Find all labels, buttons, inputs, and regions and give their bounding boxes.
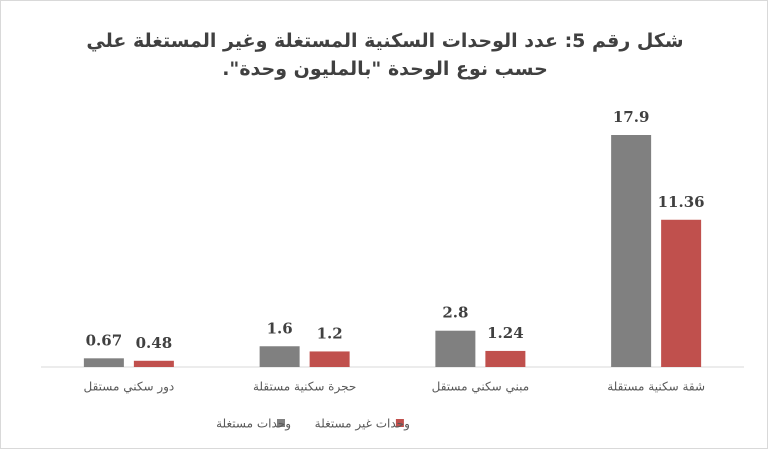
x-tick-label: حجرة سكنية مستقلة [253,380,356,395]
chart-title: شكل رقم 5: عدد الوحدات السكنية المستغلة … [86,30,684,80]
legend-label: وحدات غير مستغلة [315,417,410,432]
data-label: 11.36 [658,193,705,211]
bar [83,358,124,367]
bar [435,330,476,367]
bar [259,346,300,367]
bar [309,351,350,367]
data-label: 0.67 [86,331,123,349]
bar [661,219,702,367]
data-label: 1.2 [317,324,343,342]
x-tick-label: دور سكني مستقل [83,380,174,395]
data-label: 17.9 [613,108,650,126]
x-tick-label: شقة سكنية مستقلة [607,380,705,394]
legend-label: وحدات مستغلة [216,417,291,432]
bar [485,350,526,367]
x-tick-label: مبني سكني مستقل [432,380,530,394]
bar [611,135,652,367]
data-label: 1.6 [267,319,293,337]
legend-swatch [395,419,404,427]
bar [133,360,174,367]
data-label: 1.24 [487,324,524,342]
legend-swatch [277,419,285,427]
data-label: 2.8 [442,304,468,322]
data-label: 0.48 [136,334,173,352]
